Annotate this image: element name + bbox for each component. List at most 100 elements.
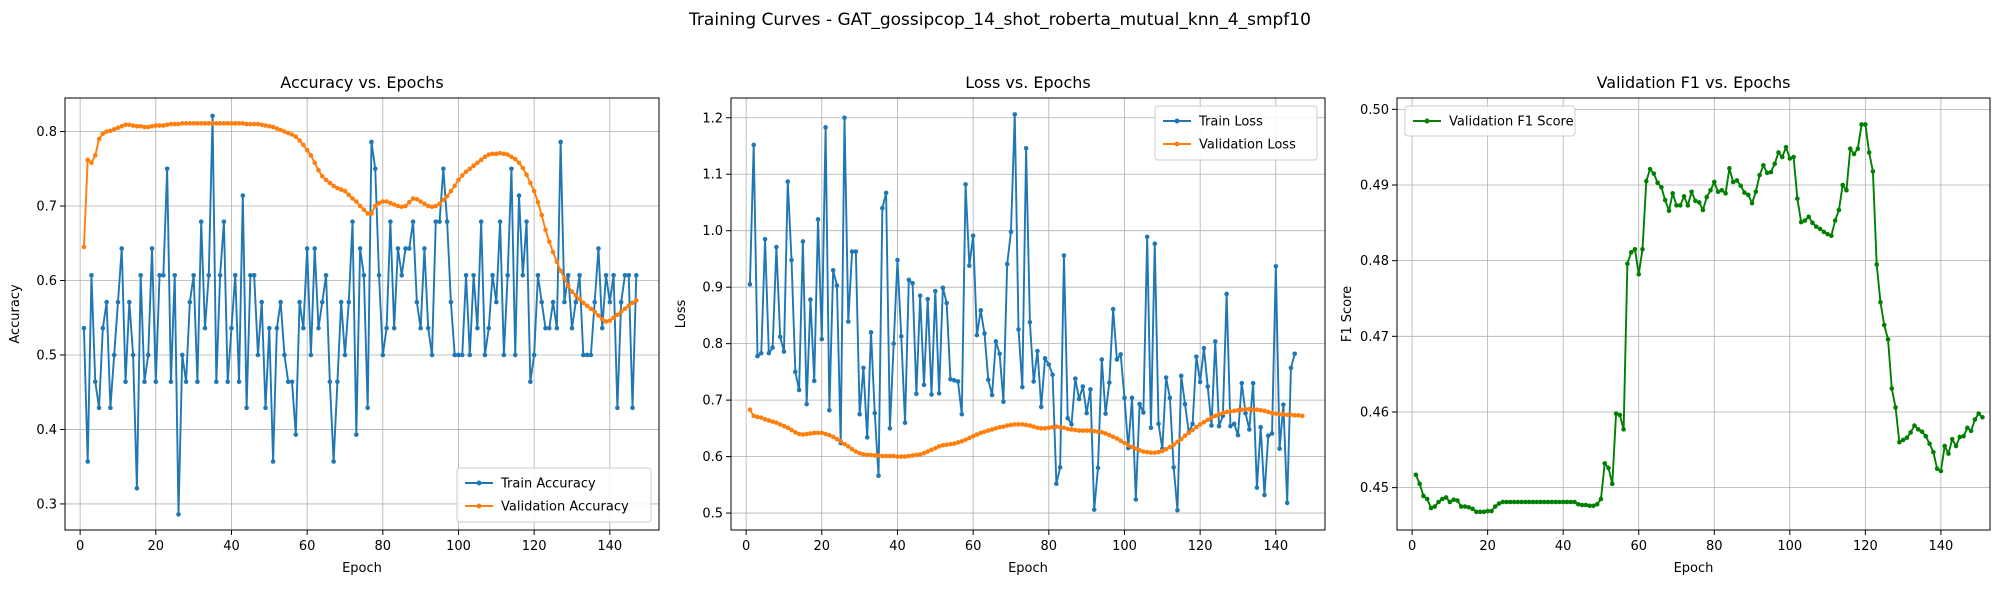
- data-point: [1598, 496, 1604, 502]
- data-point: [535, 272, 541, 278]
- data-point: [955, 440, 961, 445]
- data-point: [1182, 401, 1188, 407]
- data-point: [1530, 499, 1536, 505]
- data-point: [1670, 191, 1676, 196]
- plot-frame: [1396, 97, 1991, 531]
- data-point: [1625, 261, 1630, 266]
- data-point: [1685, 203, 1691, 208]
- data-point: [168, 379, 174, 385]
- data-point: [1708, 188, 1713, 193]
- data-point: [615, 312, 620, 318]
- data-point: [429, 352, 435, 358]
- data-point: [1197, 379, 1203, 385]
- data-point: [1035, 348, 1040, 354]
- data-point: [1171, 442, 1176, 448]
- data-point: [1258, 424, 1263, 430]
- data-point: [528, 379, 533, 385]
- data-point: [584, 352, 590, 358]
- data-point: [898, 454, 904, 459]
- data-point: [777, 334, 783, 340]
- data-point: [335, 379, 340, 385]
- data-point: [251, 121, 257, 127]
- data-point: [770, 419, 775, 424]
- data-point: [1496, 501, 1502, 506]
- data-point: [1288, 365, 1294, 371]
- x-tick-label: 60: [965, 539, 982, 554]
- data-point: [524, 219, 529, 224]
- data-point: [1806, 214, 1811, 220]
- x-tick-label: 20: [814, 539, 831, 554]
- data-point: [123, 122, 128, 128]
- data-point: [951, 378, 957, 383]
- data-point: [959, 439, 965, 444]
- legend-swatch-marker: [1424, 118, 1430, 124]
- data-point: [123, 379, 128, 385]
- data-point: [422, 201, 427, 207]
- data-point: [1878, 299, 1883, 305]
- data-point: [615, 405, 620, 411]
- data-point: [512, 352, 518, 358]
- data-point: [456, 177, 461, 183]
- data-point: [187, 299, 193, 305]
- data-point: [914, 391, 919, 397]
- data-point: [933, 445, 938, 451]
- data-point: [278, 127, 283, 133]
- data-point: [876, 453, 881, 458]
- data-point: [433, 203, 439, 209]
- data-point: [1477, 509, 1483, 515]
- data-point: [906, 453, 912, 459]
- data-point: [316, 325, 321, 331]
- data-point: [755, 353, 760, 359]
- data-point: [1118, 438, 1123, 444]
- data-point: [1885, 337, 1891, 342]
- data-point: [1031, 424, 1036, 429]
- data-point: [520, 272, 526, 278]
- data-point: [1421, 493, 1426, 499]
- data-point: [766, 350, 772, 356]
- data-point: [289, 132, 295, 137]
- data-point: [1776, 150, 1781, 155]
- series-line-1: [82, 114, 638, 516]
- data-point: [1659, 184, 1664, 190]
- data-point: [1095, 465, 1101, 471]
- data-point: [1133, 446, 1139, 451]
- data-point: [342, 352, 348, 358]
- data-point: [127, 299, 132, 305]
- data-point: [1432, 504, 1438, 509]
- data-point: [1802, 218, 1808, 223]
- data-point: [509, 154, 514, 160]
- data-point: [1186, 430, 1192, 436]
- data-point: [970, 233, 976, 239]
- data-point: [1273, 263, 1279, 269]
- data-point: [1553, 499, 1558, 505]
- data-point: [1099, 357, 1105, 362]
- data-point: [800, 432, 806, 437]
- data-point: [853, 249, 859, 254]
- data-point: [891, 453, 896, 459]
- data-point: [781, 349, 787, 354]
- data-point: [1209, 415, 1214, 420]
- x-tick-label: 40: [1555, 539, 1572, 554]
- data-point: [501, 352, 507, 358]
- data-point: [1016, 422, 1021, 427]
- data-point: [467, 166, 473, 172]
- data-point: [1247, 406, 1252, 412]
- data-point: [391, 325, 397, 331]
- data-point: [1470, 506, 1475, 512]
- series-line-1: [748, 113, 1296, 512]
- data-point: [108, 405, 113, 411]
- data-point: [1764, 170, 1770, 176]
- y-tick-label: 0.4: [36, 423, 57, 438]
- data-point: [1757, 172, 1762, 178]
- data-point: [179, 352, 185, 358]
- data-point: [115, 125, 121, 131]
- data-point: [1057, 465, 1063, 470]
- data-point: [1190, 427, 1195, 433]
- data-point: [301, 325, 306, 331]
- data-point: [1152, 450, 1158, 455]
- data-point: [1768, 169, 1774, 175]
- chart-title: Validation F1 vs. Epochs: [1597, 73, 1791, 92]
- y-tick-label: 0.5: [702, 507, 723, 522]
- data-point: [985, 377, 991, 383]
- data-point: [751, 413, 756, 419]
